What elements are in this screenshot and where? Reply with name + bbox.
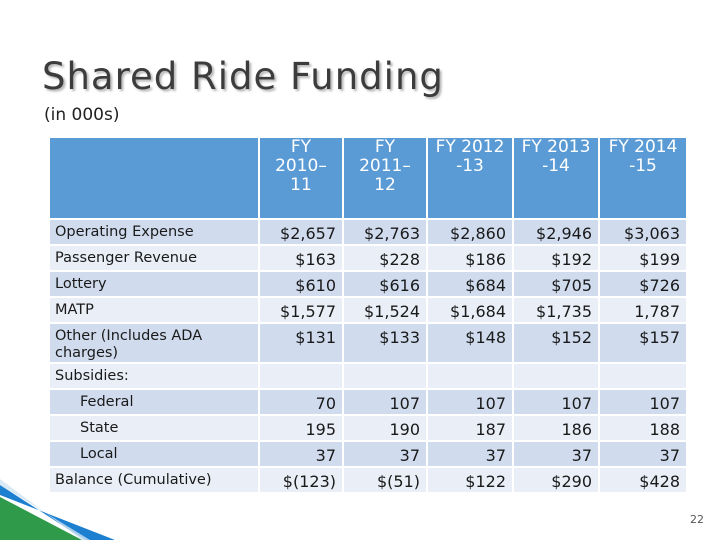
- corner-decoration: [0, 479, 115, 540]
- value-cell: $1,524: [344, 296, 428, 322]
- slide-title: Shared Ride Funding: [42, 55, 444, 98]
- value-cell: $199: [600, 244, 686, 270]
- value-cell: $2,657: [260, 218, 344, 244]
- value-cell: $616: [344, 270, 428, 296]
- header-line: -14: [542, 156, 570, 176]
- table-row: State 195 190 187 186 188: [50, 414, 686, 440]
- value-cell: [600, 362, 686, 388]
- table-row: Federal 70 107 107 107 107: [50, 388, 686, 414]
- value-cell: $163: [260, 244, 344, 270]
- value-cell: [344, 362, 428, 388]
- value-cell: 70: [260, 388, 344, 414]
- value-cell: $(123): [260, 466, 344, 492]
- slide-subtitle: (in 000s): [44, 105, 120, 125]
- row-label: Passenger Revenue: [50, 244, 260, 270]
- row-label: State: [50, 414, 260, 440]
- value-cell: 107: [514, 388, 600, 414]
- header-line: FY: [374, 137, 396, 157]
- row-label: Operating Expense: [50, 218, 260, 244]
- value-cell: $122: [428, 466, 514, 492]
- value-cell: $(51): [344, 466, 428, 492]
- table-row: Subsidies:: [50, 362, 686, 388]
- value-cell: $133: [344, 322, 428, 362]
- table-row: Local 37 37 37 37 37: [50, 440, 686, 466]
- value-cell: $2,946: [514, 218, 600, 244]
- header-line: -13: [456, 156, 484, 176]
- corner-green-band: [0, 497, 82, 540]
- header-line: FY 2013: [521, 137, 591, 157]
- value-cell: 190: [344, 414, 428, 440]
- header-cell: FY 2012 -13: [428, 138, 514, 218]
- value-cell: 37: [428, 440, 514, 466]
- table-row: Lottery $610 $616 $684 $705 $726: [50, 270, 686, 296]
- header-cell: FY 2011– 12: [344, 138, 428, 218]
- value-cell: $705: [514, 270, 600, 296]
- value-cell: 37: [600, 440, 686, 466]
- row-label: Lottery: [50, 270, 260, 296]
- header-line: -15: [629, 156, 657, 176]
- header-line: FY: [290, 137, 312, 157]
- value-cell: [260, 362, 344, 388]
- value-cell: 188: [600, 414, 686, 440]
- row-label: Other (Includes ADA charges): [50, 322, 260, 362]
- table-body: Operating Expense $2,657 $2,763 $2,860 $2,94…: [50, 218, 686, 492]
- value-cell: $2,763: [344, 218, 428, 244]
- value-cell: $152: [514, 322, 600, 362]
- row-label: Local: [50, 440, 260, 466]
- value-cell: $428: [600, 466, 686, 492]
- header-line: FY 2014: [608, 137, 678, 157]
- row-label: Subsidies:: [50, 362, 260, 388]
- table-row: Other (Includes ADA charges) $131 $133 $148…: [50, 322, 686, 362]
- value-cell: $684: [428, 270, 514, 296]
- value-cell: [428, 362, 514, 388]
- value-cell: [514, 362, 600, 388]
- value-cell: 37: [344, 440, 428, 466]
- value-cell: $157: [600, 322, 686, 362]
- header-line: 12: [374, 175, 396, 195]
- value-cell: $3,063: [600, 218, 686, 244]
- header-cell: FY 2013 -14: [514, 138, 600, 218]
- row-label: Federal: [50, 388, 260, 414]
- value-cell: $148: [428, 322, 514, 362]
- value-cell: $1,735: [514, 296, 600, 322]
- value-cell: 107: [600, 388, 686, 414]
- value-cell: $186: [428, 244, 514, 270]
- value-cell: 107: [428, 388, 514, 414]
- row-label: MATP: [50, 296, 260, 322]
- header-blank-cell: [50, 138, 260, 218]
- header-line: 11: [290, 175, 312, 195]
- table-row: Operating Expense $2,657 $2,763 $2,860 $2,94…: [50, 218, 686, 244]
- table-row: Passenger Revenue $163 $228 $186 $192 $199: [50, 244, 686, 270]
- value-cell: $290: [514, 466, 600, 492]
- value-cell: $192: [514, 244, 600, 270]
- header-line: 2011–: [359, 156, 411, 176]
- value-cell: 37: [260, 440, 344, 466]
- table-row: MATP $1,577 $1,524 $1,684 $1,735 1,787: [50, 296, 686, 322]
- value-cell: $610: [260, 270, 344, 296]
- value-cell: $1,684: [428, 296, 514, 322]
- page-number: 22: [690, 513, 704, 526]
- value-cell: 186: [514, 414, 600, 440]
- value-cell: 187: [428, 414, 514, 440]
- value-cell: $2,860: [428, 218, 514, 244]
- value-cell: $131: [260, 322, 344, 362]
- value-cell: 1,787: [600, 296, 686, 322]
- funding-table: FY 2010– 11 FY 2011– 12 FY 2012 -13 FY 2013 -14 FY…: [50, 138, 686, 492]
- header-cell: FY 2010– 11: [260, 138, 344, 218]
- value-cell: $726: [600, 270, 686, 296]
- value-cell: 195: [260, 414, 344, 440]
- value-cell: $1,577: [260, 296, 344, 322]
- header-cell: FY 2014 -15: [600, 138, 686, 218]
- value-cell: 37: [514, 440, 600, 466]
- header-line: 2010–: [275, 156, 327, 176]
- header-line: FY 2012: [435, 137, 505, 157]
- row-label: Balance (Cumulative): [50, 466, 260, 492]
- value-cell: $228: [344, 244, 428, 270]
- value-cell: 107: [344, 388, 428, 414]
- table-row: Balance (Cumulative) $(123) $(51) $122 $290 $…: [50, 466, 686, 492]
- table-header-row: FY 2010– 11 FY 2011– 12 FY 2012 -13 FY 2013 -14 FY…: [50, 138, 686, 218]
